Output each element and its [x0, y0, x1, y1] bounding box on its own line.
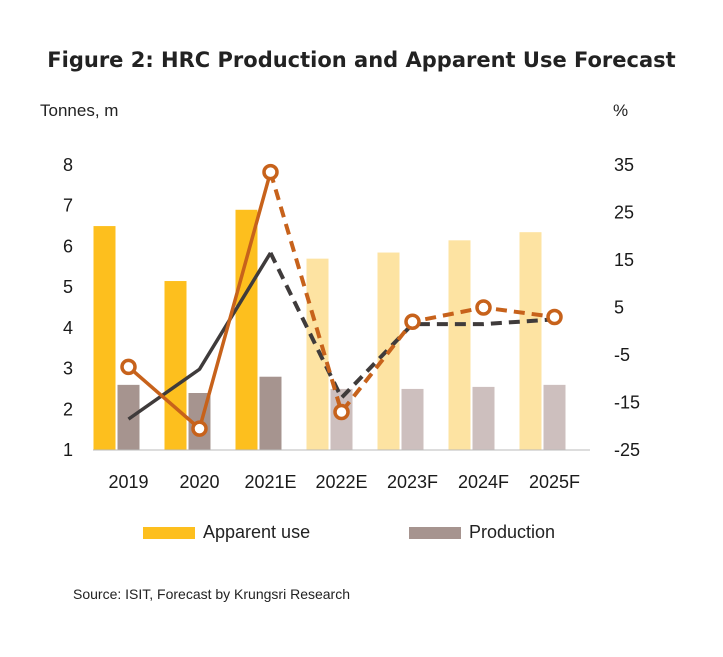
right-axis-tick-label: -5 — [614, 345, 630, 365]
apparent-use-growth-point — [262, 163, 279, 181]
legend-swatch-production — [409, 526, 461, 539]
legend-swatch-apparent-use — [143, 526, 195, 539]
bar-production — [543, 384, 566, 450]
left-axis-tick-label: 8 — [63, 155, 73, 175]
bar-apparent-use — [235, 209, 258, 450]
left-axis-unit: Tonnes, m — [40, 101, 119, 120]
apparent-use-growth-point — [191, 420, 208, 437]
left-axis-tick-label: 4 — [63, 318, 73, 338]
apparent-use-growth-point — [333, 403, 350, 421]
legend-label-production: Production — [469, 522, 556, 542]
apparent-use-growth-point — [404, 313, 421, 330]
production-growth-line-actual — [127, 251, 272, 421]
x-axis-tick-label: 2025F — [529, 472, 580, 492]
left-axis-tick-label: 5 — [63, 277, 73, 297]
legend-label-apparent-use: Apparent use — [203, 522, 311, 542]
x-axis-tick-label: 2022E — [315, 472, 367, 492]
right-axis-tick-label: 15 — [614, 250, 634, 270]
right-axis-tick-label: 25 — [614, 203, 634, 223]
x-axis-tick-label: 2024F — [458, 472, 509, 492]
left-axis-tick-label: 7 — [63, 196, 73, 216]
legend-apparent-use: Apparent use — [143, 522, 310, 543]
bar-apparent-use — [164, 281, 187, 450]
bar-production — [472, 386, 495, 450]
left-axis-tick-label: 1 — [63, 440, 73, 460]
left-axis-tick-label: 2 — [63, 399, 73, 419]
right-axis-tick-label: 35 — [614, 155, 634, 175]
right-axis-tick-label: -15 — [614, 393, 640, 413]
right-axis-tick-label: 5 — [614, 298, 624, 318]
bar-apparent-use — [519, 232, 542, 450]
x-axis-tick-label: 2023F — [387, 472, 438, 492]
legend-production: Production — [409, 522, 555, 543]
apparent-use-growth-point — [475, 299, 492, 316]
chart-title: Figure 2: HRC Production and Apparent Us… — [47, 48, 676, 72]
right-axis-unit: % — [613, 101, 629, 120]
apparent-use-growth-point — [546, 308, 563, 326]
left-axis-tick-label: 6 — [63, 236, 73, 256]
bar-production — [401, 388, 424, 450]
apparent-use-growth-point — [120, 358, 137, 376]
left-axis-tick-label: 3 — [63, 359, 73, 379]
x-axis-tick-label: 2019 — [108, 472, 148, 492]
x-axis-tick-label: 2020 — [179, 472, 219, 492]
bar-production — [259, 376, 282, 450]
bar-apparent-use — [306, 258, 329, 450]
x-axis-tick-label: 2021E — [244, 472, 296, 492]
source-note: Source: ISIT, Forecast by Krungsri Resea… — [73, 586, 350, 602]
bar-apparent-use — [448, 240, 471, 450]
bar-apparent-use — [93, 226, 116, 450]
right-axis-tick-label: -25 — [614, 440, 640, 460]
